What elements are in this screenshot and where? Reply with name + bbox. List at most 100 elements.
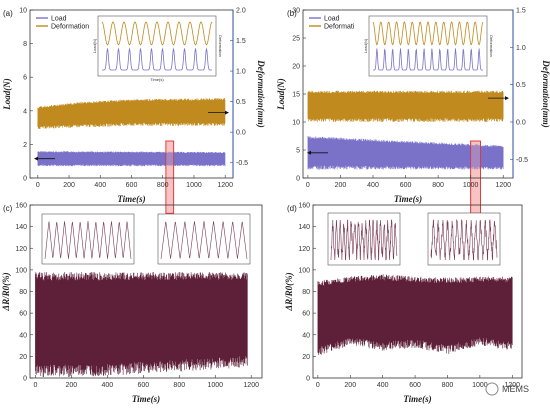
inset-y-label: Load(N) [363, 38, 368, 53]
y-axis-label: ΔR/R0(%) [284, 272, 294, 311]
y-tick-label: 120 [298, 246, 310, 253]
y2-tick-label: 0.5 [516, 82, 526, 89]
y2-axis-label: Deformation(mm) [541, 59, 550, 128]
arrow-left-head [34, 156, 38, 161]
x-axis-label: Time(s) [132, 394, 160, 404]
inset-plot-1 [41, 213, 135, 265]
inset-line [330, 219, 398, 261]
chart-panel-4: 0 200 400 600 800 1000 1200 0 20 40 60 80 100 120 140 1… [284, 203, 523, 404]
x-tick-label: 0 [306, 182, 310, 189]
chart-panel-1: 0 200 400 600 800 1000 1200 0 2 4 6 8 10 -0.5 0.0 0.5 1.… [2, 8, 266, 214]
series-2-line [37, 98, 226, 130]
arrow-left-head [307, 150, 311, 155]
y-tick-label: 8 [23, 41, 27, 48]
series-1-line [35, 272, 248, 378]
y-tick-label: 0 [23, 376, 27, 383]
x-tick-label: 1000 [207, 382, 223, 389]
x-tick-label: 600 [409, 382, 421, 389]
inset-line [430, 218, 498, 261]
y-tick-label: 30 [292, 8, 300, 15]
y-tick-label: 20 [19, 354, 27, 361]
y-tick-label: 5 [296, 148, 300, 155]
x-tick-label: 600 [137, 382, 149, 389]
y-tick-label: 4 [23, 108, 27, 115]
series-2-line [307, 90, 504, 122]
y-tick-label: 100 [15, 267, 27, 274]
series-1-line [37, 151, 226, 167]
x-tick-label: 1000 [186, 182, 202, 189]
y-tick-label: 100 [298, 267, 310, 274]
x-tick-label: 1200 [495, 182, 511, 189]
y-tick-label: 0 [296, 176, 300, 183]
watermark-icon [485, 382, 499, 396]
y-tick-label: 2 [23, 142, 27, 149]
x-tick-label: 800 [157, 182, 169, 189]
x-tick-label: 1200 [243, 382, 259, 389]
watermark: MEMS [485, 382, 529, 396]
y2-tick-label: 0.5 [236, 99, 246, 106]
y2-axis-label: Deformation(mm) [256, 59, 266, 128]
x-tick-label: 600 [400, 182, 412, 189]
legend-label-2: Deformation [51, 24, 89, 31]
y-tick-label: 120 [15, 246, 27, 253]
arrow-right-head [505, 96, 509, 101]
x-tick-label: 0 [316, 382, 320, 389]
legend-label-1: Load [51, 16, 67, 23]
series-1-line [317, 274, 513, 356]
chart-panel-3: 0 200 400 600 800 1000 1200 0 20 40 60 80 100 120 140 1… [1, 203, 263, 404]
x-tick-label: 400 [367, 182, 379, 189]
y2-tick-label: 1.0 [516, 45, 526, 52]
y-tick-label: 140 [15, 224, 27, 231]
x-tick-label: 0 [33, 382, 37, 389]
x-axis-label: Time(s) [394, 194, 422, 204]
x-tick-label: 400 [101, 382, 113, 389]
inset-load-line [102, 48, 212, 71]
y2-tick-label: 0.0 [236, 130, 246, 137]
watermark-text: MEMS [502, 384, 529, 394]
x-tick-label: 800 [432, 182, 444, 189]
inset-plot: Load(N) Deformation [363, 15, 494, 77]
x-tick-label: 200 [335, 182, 347, 189]
inset-frame [368, 15, 488, 77]
y2-tick-label: 0.0 [516, 120, 526, 127]
y-tick-label: 40 [19, 332, 27, 339]
inset-plot-2 [427, 212, 501, 266]
x-tick-label: 400 [377, 382, 389, 389]
x-tick-label: 200 [66, 382, 78, 389]
y-tick-label: 160 [15, 203, 27, 210]
x-axis-label: Time(s) [403, 394, 431, 404]
panel-label: (d) [287, 204, 297, 213]
legend-label-1: Load [324, 16, 340, 23]
inset-plot: Load(N) Deformation Time(s) [92, 15, 223, 82]
x-tick-label: 1200 [504, 382, 520, 389]
inset-y-label: Load(N) [92, 38, 97, 53]
inset-load-line [373, 48, 483, 71]
x-tick-label: 0 [36, 182, 40, 189]
y-tick-label: 10 [19, 8, 27, 15]
y2-tick-label: -0.5 [236, 160, 248, 167]
panel-label: (b) [287, 9, 297, 18]
y-tick-label: 40 [302, 332, 310, 339]
inset-frame [97, 15, 217, 77]
inset-line [44, 220, 132, 260]
y-axis-label: ΔR/R0(%) [1, 272, 11, 311]
inset-y2-label: Deformation [218, 35, 223, 57]
x-tick-label: 800 [173, 382, 185, 389]
y-axis-label: Load(N) [2, 78, 12, 111]
y-tick-label: 160 [298, 203, 310, 210]
y-tick-label: 80 [19, 289, 27, 296]
y-tick-label: 60 [302, 311, 310, 318]
y-tick-label: 20 [292, 64, 300, 71]
y2-tick-label: 1.5 [516, 8, 526, 15]
x-tick-label: 1000 [463, 182, 479, 189]
x-tick-label: 1000 [472, 382, 488, 389]
x-tick-label: 1200 [217, 182, 233, 189]
y-axis-label: Load(N) [276, 78, 286, 111]
inset-plot-1 [327, 212, 401, 266]
y-tick-label: 140 [298, 224, 310, 231]
panel-label: (c) [3, 204, 13, 213]
y-tick-label: 10 [292, 120, 300, 127]
chart-panel-2: 0 200 400 600 800 1000 1200 0 5 10 15 20 25 30 -0.5 0.0… [276, 8, 550, 214]
